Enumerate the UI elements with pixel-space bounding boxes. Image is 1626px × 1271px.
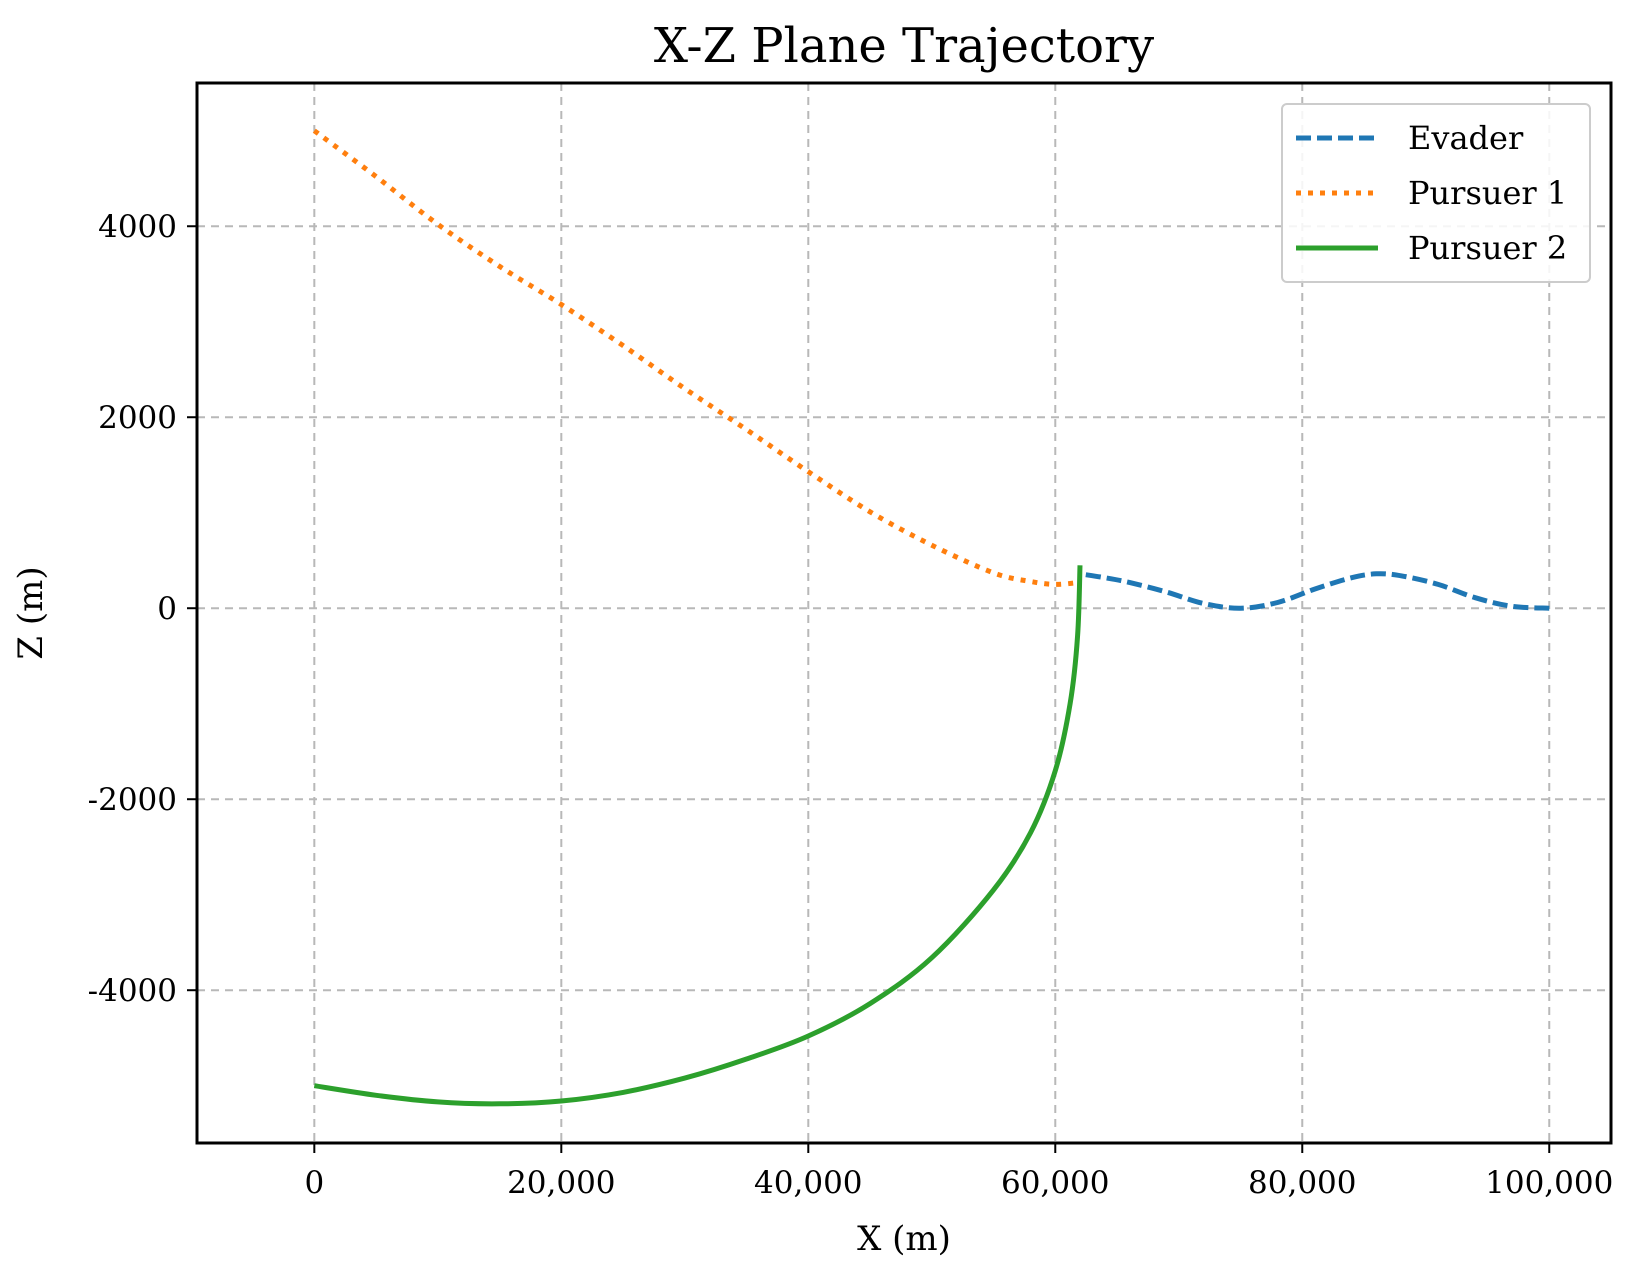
y-axis-label: Z (m) <box>11 566 51 659</box>
x-tick-label: 20,000 <box>507 1165 615 1201</box>
y-tick-label: 0 <box>157 591 177 627</box>
x-tick-label: 80,000 <box>1248 1165 1356 1201</box>
y-tick-label: -2000 <box>88 782 177 818</box>
legend-label-pursuer-2: Pursuer 2 <box>1408 229 1567 267</box>
y-tick-label: 4000 <box>98 209 177 245</box>
legend-label-evader: Evader <box>1408 119 1524 157</box>
x-tick-label: 100,000 <box>1485 1165 1613 1201</box>
legend-label-pursuer-1: Pursuer 1 <box>1408 174 1567 212</box>
y-tick-label: -4000 <box>88 973 177 1009</box>
series-line-pursuer-2 <box>313 565 1083 1107</box>
x-tick-label: 60,000 <box>1001 1165 1109 1201</box>
legend-box <box>1281 103 1591 283</box>
y-tick-label: 2000 <box>98 400 177 436</box>
series-line-evader <box>1079 571 1550 611</box>
series-layer <box>312 128 1550 1107</box>
plot-frame <box>195 81 1613 1145</box>
chart-title: X-Z Plane Trajectory <box>654 18 1154 74</box>
axes: 0 20,000 40,000 60,000 80,000 100,000 -4000 -20… <box>88 209 1614 1201</box>
x-axis-label: X (m) <box>857 1219 951 1259</box>
series-line-pursuer-1 <box>312 128 1081 587</box>
legend: Evader Pursuer 1 Pursuer 2 <box>1281 103 1591 283</box>
x-tick-label: 0 <box>304 1165 324 1201</box>
x-tick-label: 40,000 <box>754 1165 862 1201</box>
